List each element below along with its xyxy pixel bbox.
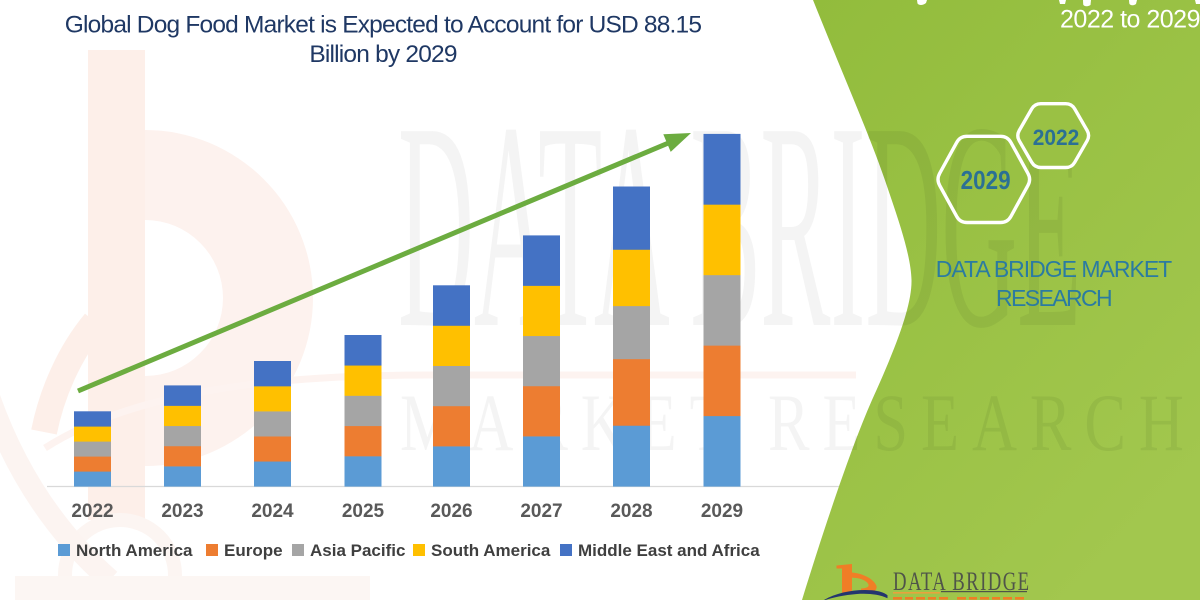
- svg-text:Europe: Europe: [224, 541, 283, 560]
- svg-text:2028: 2028: [610, 501, 652, 522]
- svg-text:RESEARCH: RESEARCH: [996, 285, 1111, 311]
- svg-text:2022 to 2029: 2022 to 2029: [1060, 6, 1200, 34]
- svg-text:2024: 2024: [251, 501, 294, 522]
- svg-text:2029: 2029: [961, 167, 1011, 196]
- svg-text:Asia Pacific: Asia Pacific: [310, 541, 405, 560]
- svg-text:2023: 2023: [161, 501, 203, 522]
- svg-text:Middle East and Africa: Middle East and Africa: [578, 541, 760, 560]
- svg-text:2022: 2022: [71, 501, 113, 522]
- svg-text:DATA BRIDGE MARKET: DATA BRIDGE MARKET: [936, 256, 1172, 282]
- svg-text:Billion by 2029: Billion by 2029: [309, 41, 457, 68]
- svg-text:2025: 2025: [342, 501, 385, 522]
- svg-text:South America: South America: [431, 541, 551, 560]
- svg-text:2027: 2027: [520, 501, 562, 522]
- svg-text:DATA BRIDGE: DATA BRIDGE: [893, 567, 1031, 596]
- svg-text:2029: 2029: [701, 501, 743, 522]
- svg-text:Global Dog Food Market is Expe: Global Dog Food Market is Expected to Ac…: [65, 12, 702, 39]
- svg-text:North America: North America: [76, 541, 193, 560]
- svg-text:2026: 2026: [430, 501, 472, 522]
- svg-text:2022: 2022: [1033, 126, 1080, 151]
